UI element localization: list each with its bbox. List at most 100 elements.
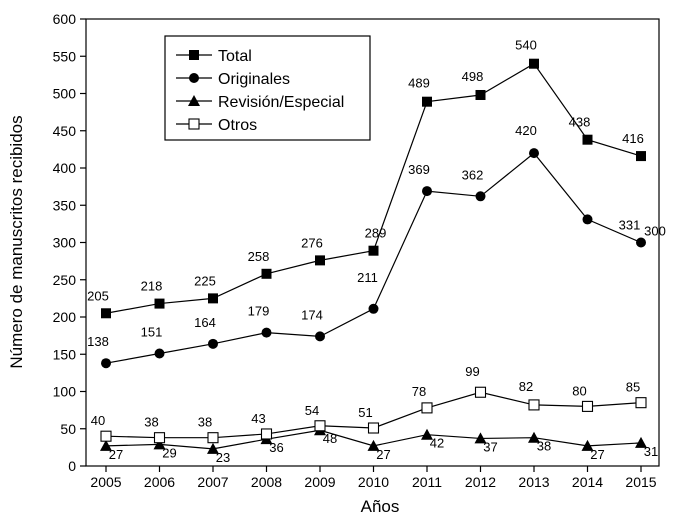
data-label-revision-especial: 29 xyxy=(162,445,176,460)
x-axis-title: Años xyxy=(361,497,400,516)
y-tick-label: 450 xyxy=(53,123,77,139)
data-point-revision-especial xyxy=(421,428,433,440)
data-label-revision-especial: 42 xyxy=(430,436,444,451)
data-label-originales: 174 xyxy=(301,307,323,322)
x-tick-label: 2012 xyxy=(465,474,496,490)
data-point-revision-especial xyxy=(528,431,540,443)
data-point-total xyxy=(582,134,593,145)
legend-marker-originales xyxy=(189,73,199,83)
data-point-total xyxy=(636,151,646,162)
data-point-total xyxy=(368,245,379,256)
x-tick-label: 2014 xyxy=(572,474,603,490)
x-tick-label: 2007 xyxy=(197,474,228,490)
series-total xyxy=(101,58,646,319)
series-originales xyxy=(101,148,646,369)
data-label-otros: 51 xyxy=(358,405,372,420)
x-tick-label: 2010 xyxy=(358,474,389,490)
legend-marker-revision-especial xyxy=(188,95,200,106)
data-label-total: 540 xyxy=(515,38,537,53)
x-tick-label: 2015 xyxy=(625,474,656,490)
data-point-otros xyxy=(528,399,540,411)
data-label-total: 498 xyxy=(462,69,484,84)
data-label-revision-especial: 36 xyxy=(269,440,283,455)
data-label-originales: 211 xyxy=(357,270,378,285)
data-label-total: 289 xyxy=(365,226,387,241)
data-point-originales xyxy=(422,186,432,197)
data-label-revision-especial: 37 xyxy=(483,439,497,454)
legend-item-otros: Otros xyxy=(176,117,257,134)
y-tick-label: 250 xyxy=(53,272,77,288)
data-point-revision-especial xyxy=(207,442,219,454)
data-point-originales xyxy=(154,348,165,359)
data-label-total: 218 xyxy=(141,279,163,294)
x-tick-label: 2009 xyxy=(304,474,335,490)
legend-item-revision-especial: Revisión/Especial xyxy=(176,94,344,111)
data-label-originales: 300 xyxy=(644,224,666,239)
data-label-otros: 43 xyxy=(251,411,265,426)
series-revision-especial xyxy=(100,424,647,454)
data-point-total xyxy=(261,268,272,279)
data-point-revision-especial xyxy=(367,439,380,451)
data-point-otros xyxy=(100,430,112,442)
data-point-otros xyxy=(421,402,433,414)
data-label-revision-especial: 31 xyxy=(644,444,658,459)
data-label-otros: 82 xyxy=(519,379,533,394)
data-label-otros: 80 xyxy=(572,383,586,398)
data-point-originales xyxy=(208,338,218,349)
data-label-revision-especial: 48 xyxy=(323,431,337,446)
legend-label-total: Total xyxy=(218,48,252,65)
legend-label-originales: Originales xyxy=(218,71,290,88)
data-label-originales: 420 xyxy=(515,123,537,138)
data-point-originales xyxy=(261,327,272,338)
data-point-otros xyxy=(153,432,166,444)
data-point-originales xyxy=(475,191,486,202)
data-label-revision-especial: 23 xyxy=(216,450,230,465)
y-tick-label: 150 xyxy=(53,346,77,362)
legend-item-total: Total xyxy=(176,48,252,65)
y-tick-label: 350 xyxy=(53,197,77,213)
data-point-otros xyxy=(314,420,326,432)
data-label-total: 416 xyxy=(622,131,644,146)
data-point-originales xyxy=(529,148,539,159)
data-label-originales: 151 xyxy=(141,325,163,340)
x-tick-label: 2006 xyxy=(144,474,175,490)
data-point-revision-especial xyxy=(635,436,647,448)
data-label-otros: 40 xyxy=(91,413,105,428)
y-tick-label: 500 xyxy=(53,86,77,102)
data-label-total: 258 xyxy=(248,249,270,264)
data-point-otros xyxy=(207,432,219,444)
data-point-otros xyxy=(635,397,647,409)
data-label-originales: 331 xyxy=(619,217,641,232)
data-point-total xyxy=(101,308,111,319)
data-point-originales xyxy=(636,237,646,248)
data-label-revision-especial: 27 xyxy=(590,447,604,462)
x-tick-label: 2008 xyxy=(251,474,282,490)
y-tick-label: 100 xyxy=(53,384,77,400)
data-point-revision-especial xyxy=(153,438,166,450)
data-label-otros: 85 xyxy=(626,380,640,395)
legend-item-originales: Originales xyxy=(176,71,290,88)
data-point-total xyxy=(475,89,486,100)
legend-label-otros: Otros xyxy=(218,117,257,134)
data-label-originales: 369 xyxy=(408,162,430,177)
data-point-originales xyxy=(582,214,593,225)
legend: Total Originales Revisión/Especial Otros xyxy=(164,35,371,141)
data-label-total: 489 xyxy=(408,76,430,91)
data-point-originales xyxy=(368,303,379,314)
legend-marker-otros xyxy=(188,118,200,130)
series-layer xyxy=(100,58,647,454)
y-tick-label: 550 xyxy=(53,48,77,64)
data-label-total: 205 xyxy=(87,288,109,303)
data-point-revision-especial xyxy=(474,432,487,444)
x-tick-label: 2013 xyxy=(518,474,549,490)
data-point-total xyxy=(315,255,325,266)
data-label-originales: 362 xyxy=(462,167,484,182)
y-tick-label: 200 xyxy=(53,309,77,325)
data-label-total: 276 xyxy=(301,235,323,250)
y-tick-label: 300 xyxy=(53,235,77,251)
y-tick-label: 400 xyxy=(53,160,77,176)
data-label-revision-especial: 27 xyxy=(376,447,390,462)
data-label-otros: 54 xyxy=(305,403,319,418)
data-point-otros xyxy=(260,428,273,440)
